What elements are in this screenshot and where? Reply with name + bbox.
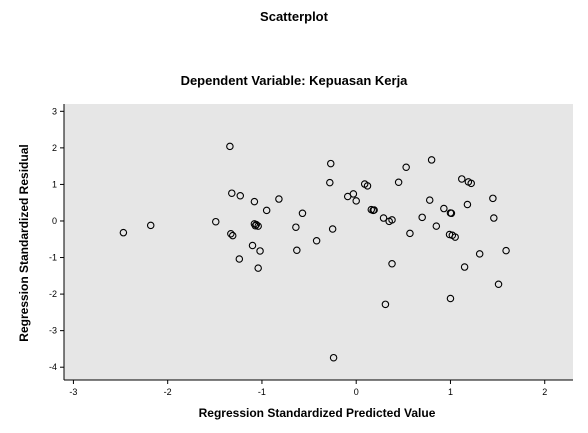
data-point (490, 214, 498, 222)
data-point (406, 229, 414, 238)
x-tick-label: 1 (448, 387, 453, 397)
data-point (460, 263, 469, 271)
data-point (252, 220, 261, 229)
data-point (256, 247, 264, 255)
y-tick-label: -1 (49, 253, 57, 263)
data-point (226, 142, 234, 151)
data-point (228, 189, 236, 197)
data-point (418, 213, 426, 222)
data-point (363, 182, 372, 190)
data-point (489, 194, 497, 203)
x-axis-label: Regression Standardized Predicted Value (199, 406, 436, 420)
data-point (349, 190, 358, 198)
x-tick-label: -1 (258, 387, 266, 397)
data-point (212, 217, 220, 226)
x-tick-label: -2 (164, 387, 172, 397)
y-tick-label: -2 (49, 289, 57, 299)
data-point (254, 222, 262, 230)
data-point (467, 179, 475, 188)
data-point (227, 230, 235, 238)
data-point (352, 197, 360, 205)
data-point (327, 159, 335, 168)
plot-area (64, 104, 573, 380)
data-point (254, 264, 262, 272)
data-point (370, 206, 378, 214)
data-point (119, 228, 128, 237)
y-axis-ticks: 3 2 1 0 -1 -2 -3 -4 (49, 106, 64, 372)
data-point (236, 192, 245, 200)
data-point (427, 156, 436, 164)
y-tick-label: -4 (49, 362, 57, 372)
x-tick-label: -3 (69, 387, 77, 397)
data-point (328, 225, 337, 233)
data-point (329, 353, 338, 362)
data-point (463, 200, 472, 209)
y-tick-label: 3 (52, 106, 57, 116)
data-point (250, 197, 259, 206)
data-point (228, 231, 237, 240)
data-point (394, 178, 403, 186)
data-points (119, 142, 510, 362)
data-point (275, 195, 283, 203)
y-tick-label: 2 (52, 143, 57, 153)
chart-title: Scatterplot (260, 9, 329, 24)
data-point (494, 280, 503, 288)
y-tick-label: 1 (52, 179, 57, 189)
data-point (502, 246, 510, 255)
x-tick-label: 0 (354, 387, 359, 397)
data-point (388, 216, 396, 224)
x-axis-ticks: -3 -2 -1 0 1 2 (69, 380, 547, 397)
data-point (293, 246, 301, 254)
data-point (298, 209, 307, 218)
y-tick-label: -3 (49, 326, 57, 336)
data-point (292, 223, 300, 231)
data-point (451, 233, 459, 241)
data-point (432, 222, 441, 230)
data-point (475, 250, 484, 258)
data-point (458, 175, 466, 183)
y-tick-label: 0 (52, 216, 57, 226)
data-point (251, 221, 260, 230)
data-point (446, 294, 455, 303)
chart-subtitle: Dependent Variable: Kepuasan Kerja (181, 73, 409, 88)
data-point (381, 300, 390, 309)
data-point (248, 241, 257, 250)
data-point (146, 221, 155, 230)
data-point (425, 196, 434, 204)
data-point (447, 209, 456, 218)
y-axis-label: Regression Standardized Residual (17, 144, 31, 341)
data-point (379, 214, 388, 222)
x-tick-label: 2 (542, 387, 547, 397)
data-point (262, 206, 271, 215)
data-point (440, 204, 448, 213)
data-point (402, 163, 410, 171)
data-point (235, 255, 244, 263)
data-point (388, 260, 396, 268)
data-point (326, 178, 334, 187)
data-point (312, 236, 321, 245)
